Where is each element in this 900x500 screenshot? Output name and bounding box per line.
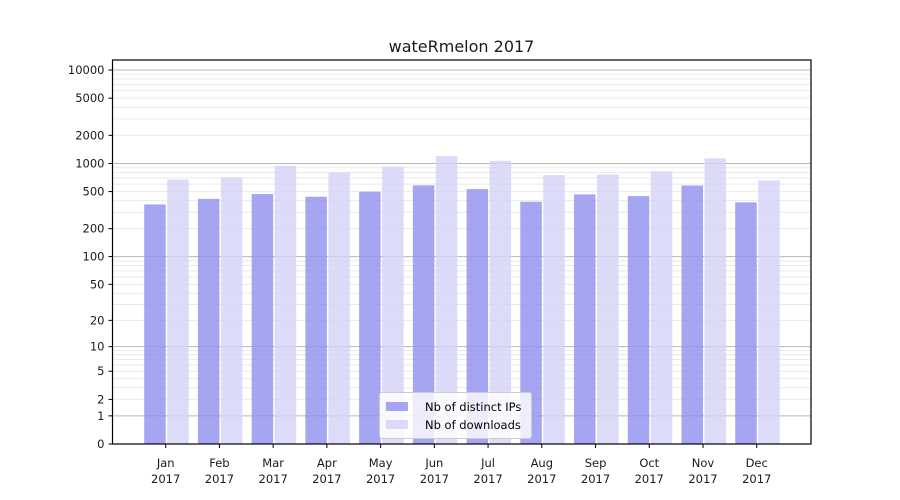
bar-distinct-ips: [574, 194, 596, 444]
bar-distinct-ips: [305, 196, 327, 444]
y-tick-label: 10: [90, 340, 105, 354]
y-tick-label: 100: [83, 250, 105, 264]
bar-distinct-ips: [251, 194, 274, 444]
x-tick-label-year: 2017: [312, 472, 341, 486]
x-tick-label-year: 2017: [473, 472, 502, 486]
bar-distinct-ips: [144, 204, 166, 444]
y-tick-label: 0: [97, 437, 104, 451]
y-tick-label: 5: [97, 364, 104, 378]
x-tick-label-month: Jan: [156, 456, 175, 470]
legend-row-distinct-ips: Nb of distinct IPs: [386, 398, 521, 415]
bar-downloads: [274, 165, 297, 444]
bar-downloads: [758, 180, 780, 445]
bar-downloads: [220, 177, 243, 444]
y-tick-label: 20: [90, 313, 105, 327]
x-tick-label-month: Nov: [692, 456, 715, 470]
bar-downloads: [167, 179, 189, 445]
bar-distinct-ips: [197, 198, 220, 444]
legend-label-distinct-ips: Nb of distinct IPs: [425, 399, 522, 414]
x-tick-label-year: 2017: [420, 472, 449, 486]
x-tick-label-year: 2017: [688, 472, 717, 486]
x-tick-label-month: Aug: [531, 456, 553, 470]
bar-downloads: [650, 171, 673, 444]
bar-downloads: [489, 160, 512, 444]
y-tick-label: 2: [97, 392, 104, 406]
x-tick-label-month: Dec: [746, 456, 768, 470]
x-tick-label-month: Jul: [480, 456, 495, 470]
y-tick-label: 1: [97, 409, 104, 423]
bar-downloads: [543, 175, 565, 444]
legend-label-downloads: Nb of downloads: [425, 417, 521, 432]
bar-distinct-ips: [735, 202, 757, 444]
bar-downloads: [328, 172, 350, 444]
y-tick-label: 50: [90, 277, 105, 291]
legend: Nb of distinct IPs Nb of downloads: [379, 392, 533, 439]
bar-distinct-ips: [412, 185, 435, 444]
x-tick-label-month: Jun: [424, 456, 443, 470]
legend-swatch-distinct-ips: [386, 402, 408, 411]
bar-distinct-ips: [466, 189, 489, 444]
bar-downloads: [382, 166, 404, 444]
y-tick-label: 2000: [75, 128, 104, 142]
x-tick-label-month: Mar: [262, 456, 284, 470]
x-tick-label-year: 2017: [259, 472, 288, 486]
x-tick-label-year: 2017: [635, 472, 664, 486]
x-tick-label-year: 2017: [742, 472, 771, 486]
x-tick-label-year: 2017: [527, 472, 556, 486]
bar-distinct-ips: [359, 191, 381, 444]
bar-distinct-ips: [520, 201, 542, 444]
x-tick-label-month: Apr: [317, 456, 337, 470]
x-tick-label-month: Sep: [585, 456, 607, 470]
bar-downloads: [435, 156, 458, 444]
bar-downloads: [704, 158, 726, 444]
y-tick-label: 1000: [75, 156, 104, 170]
y-tick-label: 500: [83, 185, 105, 199]
y-tick-label: 10000: [68, 63, 105, 77]
bar-downloads: [597, 174, 619, 444]
bar-distinct-ips: [627, 196, 650, 444]
legend-swatch-downloads: [386, 420, 408, 429]
x-tick-label-year: 2017: [366, 472, 395, 486]
axes-frame: [111, 59, 812, 445]
y-tick-label: 5000: [75, 91, 104, 105]
y-tick-label: 200: [83, 222, 105, 236]
x-tick-label-year: 2017: [151, 472, 180, 486]
x-tick-label-month: Oct: [639, 456, 659, 470]
x-tick-label-year: 2017: [581, 472, 610, 486]
x-tick-label-year: 2017: [205, 472, 234, 486]
chart-title: wateRmelon 2017: [388, 37, 535, 56]
x-tick-label-month: Feb: [209, 456, 229, 470]
x-tick-label-month: May: [369, 456, 393, 470]
bar-distinct-ips: [681, 185, 703, 444]
legend-row-downloads: Nb of downloads: [386, 416, 521, 433]
